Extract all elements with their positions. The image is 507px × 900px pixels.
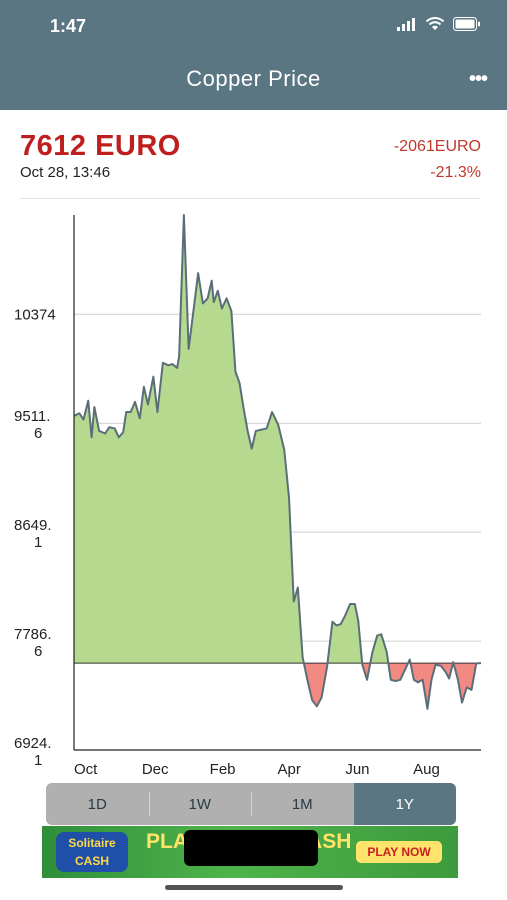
home-indicator bbox=[165, 885, 343, 890]
y-tick-label-0: 10374 bbox=[14, 306, 56, 323]
y-tick-label-1: 9511. 6 bbox=[14, 408, 50, 442]
ad-logo: Solitaire CASH bbox=[56, 832, 128, 872]
range-tab-1m[interactable]: 1M bbox=[251, 783, 354, 825]
x-tick-label-5: Aug bbox=[413, 761, 440, 778]
price-change-absolute: -2061EURO bbox=[393, 138, 481, 155]
area-above-baseline bbox=[74, 215, 481, 664]
x-tick-label-0: Oct bbox=[74, 761, 98, 778]
range-tab-1w[interactable]: 1W bbox=[148, 783, 252, 825]
range-tab-1d[interactable]: 1D bbox=[87, 795, 107, 813]
ad-redaction bbox=[184, 830, 318, 866]
page-title: Copper Price bbox=[186, 66, 321, 91]
x-tick-label-3: Apr bbox=[278, 761, 301, 778]
y-tick-label-4: 6924. 1 bbox=[14, 735, 52, 769]
price-change-percent: -21.3% bbox=[430, 164, 481, 181]
current-price: 7612 EURO bbox=[20, 130, 181, 162]
ad-play-now-button[interactable]: PLAY NOW bbox=[356, 841, 442, 863]
more-options-icon[interactable]: ••• bbox=[468, 68, 488, 90]
divider bbox=[20, 198, 480, 199]
range-tab-1y[interactable]: 1Y bbox=[353, 783, 456, 825]
wifi-icon bbox=[425, 17, 445, 30]
x-tick-label-4: Jun bbox=[345, 761, 369, 778]
battery-icon bbox=[453, 16, 480, 31]
price-series-line bbox=[73, 214, 482, 710]
price-timestamp: Oct 28, 13:46 bbox=[20, 164, 111, 181]
y-tick-label-2: 8649. 1 bbox=[14, 517, 52, 551]
area-below-baseline bbox=[303, 663, 481, 709]
signal-icon bbox=[397, 17, 415, 31]
ad-banner[interactable]: Solitaire CASH PLAY & EARN CASH PLAY NOW bbox=[42, 826, 458, 878]
y-tick-label-3: 7786. 6 bbox=[14, 626, 52, 660]
range-selector: 1D 1W 1M 1Y bbox=[46, 783, 456, 825]
app-header: 1:47 Copper Price ••• bbox=[0, 0, 507, 110]
x-tick-label-1: Dec bbox=[142, 761, 169, 778]
status-icons bbox=[397, 16, 481, 31]
status-time: 1:47 bbox=[50, 16, 87, 36]
x-tick-label-2: Feb bbox=[210, 761, 236, 778]
price-chart[interactable]: 10374 9511. 6 8649. 1 7786. 6 6924. 1 Oct Dec Feb Ap… bbox=[0, 200, 507, 785]
